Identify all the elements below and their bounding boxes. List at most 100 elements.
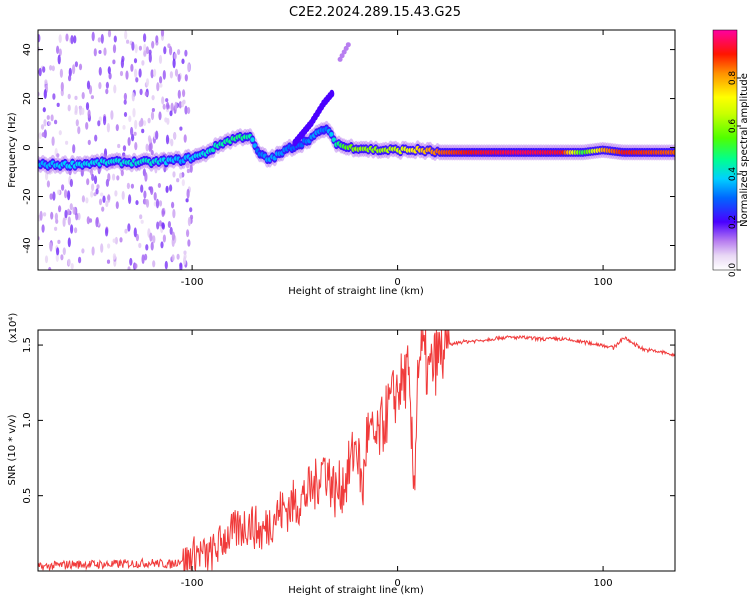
noise-speckle <box>130 183 134 189</box>
noise-speckle <box>91 246 95 256</box>
snr-series-line <box>38 330 675 571</box>
noise-speckle <box>100 243 104 253</box>
noise-speckle <box>67 93 71 100</box>
noise-speckle <box>91 183 95 192</box>
noise-speckle <box>40 124 45 130</box>
noise-speckle <box>66 208 71 216</box>
noise-speckle <box>133 58 138 64</box>
noise-speckle <box>74 105 78 114</box>
noise-speckle <box>129 257 133 266</box>
noise-speckle <box>127 266 131 270</box>
noise-speckle <box>44 255 49 264</box>
noise-speckle <box>56 102 60 107</box>
noise-speckle <box>124 228 128 234</box>
noise-speckle <box>169 226 173 235</box>
noise-speckle <box>165 134 170 145</box>
noise-speckle <box>57 189 61 195</box>
noise-speckle <box>103 47 107 56</box>
noise-speckle <box>52 93 56 100</box>
noise-speckle <box>58 34 62 43</box>
noise-speckle <box>159 83 163 88</box>
noise-speckle <box>125 70 129 80</box>
spectrogram-panel: -100 0 100 -40 -20 0 20 40 Height of straight l… <box>7 29 676 297</box>
noise-speckle <box>162 103 166 110</box>
noise-speckle <box>51 65 55 72</box>
noise-speckle <box>106 259 111 264</box>
noise-speckle <box>143 50 147 57</box>
noise-speckle <box>49 65 53 71</box>
noise-speckle <box>105 81 109 89</box>
noise-speckle <box>58 48 62 57</box>
noise-speckle <box>150 111 155 121</box>
noise-speckle <box>145 244 149 251</box>
colorbar-tick-label: 0.2 <box>728 215 738 229</box>
noise-speckle <box>169 46 173 56</box>
noise-speckle <box>186 168 190 174</box>
noise-speckle <box>78 256 82 264</box>
noise-speckle <box>106 122 110 133</box>
noise-speckle <box>151 40 155 49</box>
noise-speckle <box>77 126 81 135</box>
noise-speckle <box>62 217 66 228</box>
noise-speckle <box>43 89 47 99</box>
noise-speckle <box>67 104 71 112</box>
noise-speckle <box>115 201 119 210</box>
noise-speckle <box>143 190 147 199</box>
noise-speckle <box>110 110 114 120</box>
noise-speckle <box>97 120 101 127</box>
noise-speckle <box>51 136 55 146</box>
noise-speckle <box>172 132 177 140</box>
noise-speckle <box>171 201 175 209</box>
noise-speckle <box>138 45 142 51</box>
colorbar-tick-label: 0.4 <box>728 167 738 182</box>
noise-speckle <box>145 143 149 152</box>
noise-speckle <box>91 173 95 182</box>
spectrogram-marks <box>38 30 675 270</box>
x-tick-label: -100 <box>181 578 204 589</box>
noise-speckle <box>69 203 73 211</box>
noise-speckle <box>43 212 47 217</box>
noise-speckle <box>54 212 59 221</box>
noise-speckle <box>67 237 71 248</box>
noise-speckle <box>152 260 156 268</box>
noise-speckle <box>177 89 181 99</box>
noise-speckle <box>123 112 128 117</box>
noise-speckle <box>151 108 155 112</box>
noise-speckle <box>161 96 165 105</box>
noise-speckle <box>70 263 74 270</box>
noise-speckle <box>171 254 175 262</box>
noise-speckle <box>172 208 176 219</box>
y-tick-label: 0.5 <box>22 488 33 504</box>
noise-speckle <box>107 30 112 38</box>
noise-speckle <box>147 117 151 124</box>
noise-speckle <box>79 105 83 116</box>
noise-speckle <box>156 82 160 92</box>
noise-speckle <box>126 182 130 190</box>
noise-speckle <box>158 54 163 64</box>
noise-speckle <box>155 130 159 140</box>
noise-speckle <box>176 253 180 260</box>
noise-speckle <box>127 137 131 146</box>
noise-speckle <box>185 198 189 203</box>
noise-speckle <box>148 143 152 152</box>
noise-speckle <box>122 145 127 152</box>
noise-speckle <box>102 195 106 203</box>
noise-speckle <box>85 102 90 111</box>
noise-speckle <box>172 171 176 178</box>
y-tick-label: 40 <box>22 43 33 56</box>
noise-speckle <box>68 67 72 77</box>
noise-speckle <box>87 139 91 146</box>
noise-speckle <box>128 115 132 123</box>
x-tick-label: 100 <box>594 277 613 288</box>
noise-speckle <box>65 140 69 145</box>
noise-speckle <box>70 224 74 234</box>
noise-speckle <box>166 101 170 110</box>
x-tick-label: 0 <box>394 578 400 589</box>
noise-speckle <box>167 221 171 228</box>
noise-speckle <box>165 185 169 193</box>
noise-speckle <box>105 88 109 95</box>
snr-ylabel: SNR (10 * v/v) <box>7 414 18 485</box>
noise-speckle <box>44 79 48 85</box>
noise-speckle <box>77 212 81 221</box>
